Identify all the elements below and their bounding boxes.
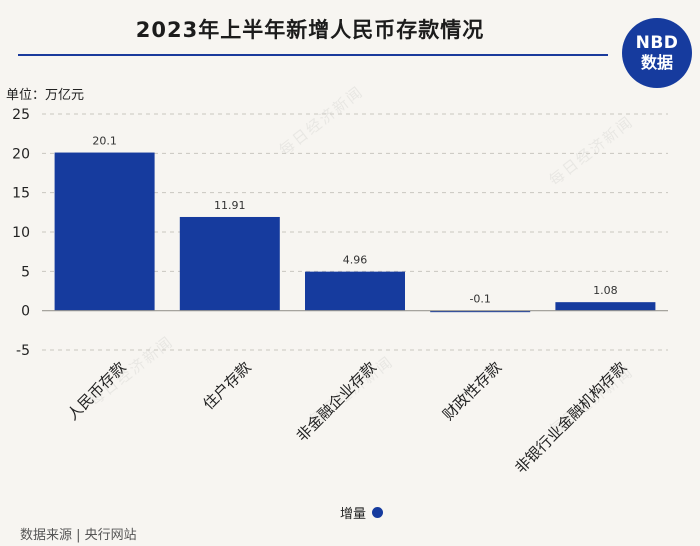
unit-label: 单位：万亿元 — [6, 88, 85, 103]
x-category-label: 非金融企业存款 — [293, 358, 380, 445]
bar — [555, 302, 656, 311]
nbd-logo: NBD 数据 — [622, 18, 692, 88]
y-tick-label: -5 — [16, 343, 30, 359]
legend: 增量 — [340, 503, 384, 522]
source-note: 数据来源 | 央行网站 — [20, 528, 137, 543]
y-tick-label: 10 — [12, 225, 30, 241]
legend-marker — [372, 507, 384, 518]
legend-label: 增量 — [340, 507, 367, 522]
x-category-label: 财政性存款 — [439, 358, 505, 424]
bar-value-label: 1.08 — [593, 284, 618, 297]
y-tick-label: 15 — [12, 186, 30, 202]
bar-value-label: 11.91 — [214, 199, 246, 212]
logo-text-data: 数据 — [640, 53, 673, 72]
bar — [54, 152, 155, 311]
title-underline — [18, 54, 608, 56]
x-category-label: 非银行业金融机构存款 — [511, 358, 630, 477]
y-tick-label: 20 — [12, 146, 30, 162]
chart-title: 2023年上半年新增人民币存款情况 — [135, 18, 485, 42]
y-tick-label: 5 — [21, 264, 30, 280]
bar-value-label: 4.96 — [343, 254, 368, 267]
bar — [179, 216, 280, 311]
logo-text-nbd: NBD — [635, 33, 679, 53]
bar-value-label: 20.1 — [92, 135, 117, 148]
y-tick-label: 0 — [21, 304, 30, 320]
bar — [305, 271, 405, 311]
bar-value-label: -0.1 — [469, 293, 490, 306]
y-tick-label: 25 — [12, 107, 30, 123]
x-category-label: 住户存款 — [199, 358, 254, 413]
x-category-label: 人民币存款 — [64, 358, 130, 424]
bar — [430, 310, 531, 313]
